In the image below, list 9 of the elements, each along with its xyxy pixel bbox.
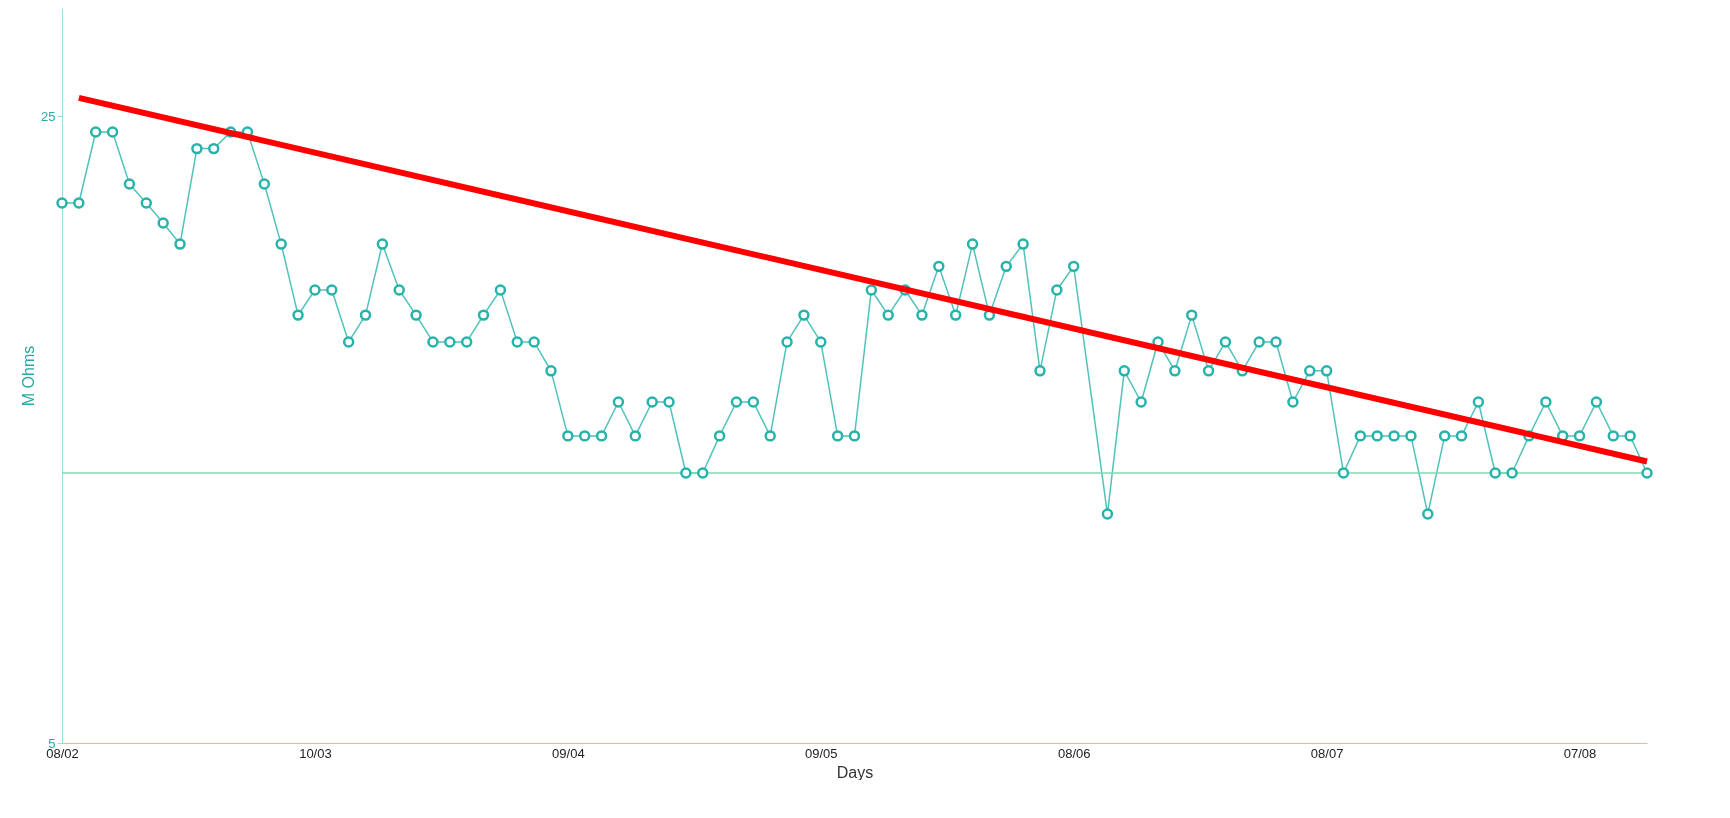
x-tick-label: 09/05 bbox=[805, 745, 838, 761]
x-tick-label: 08/07 bbox=[1310, 745, 1344, 761]
y-axis-title: M Ohms bbox=[20, 345, 38, 407]
x-tick-label: 07/08 bbox=[1563, 745, 1597, 761]
x-tick-label: 08/06 bbox=[1057, 745, 1091, 761]
x-axis-title: Days bbox=[836, 763, 874, 781]
x-tick-label: 09/04 bbox=[552, 745, 585, 761]
x-tick-label: 10/03 bbox=[299, 745, 332, 761]
y-tick-label: 25 bbox=[41, 108, 56, 124]
